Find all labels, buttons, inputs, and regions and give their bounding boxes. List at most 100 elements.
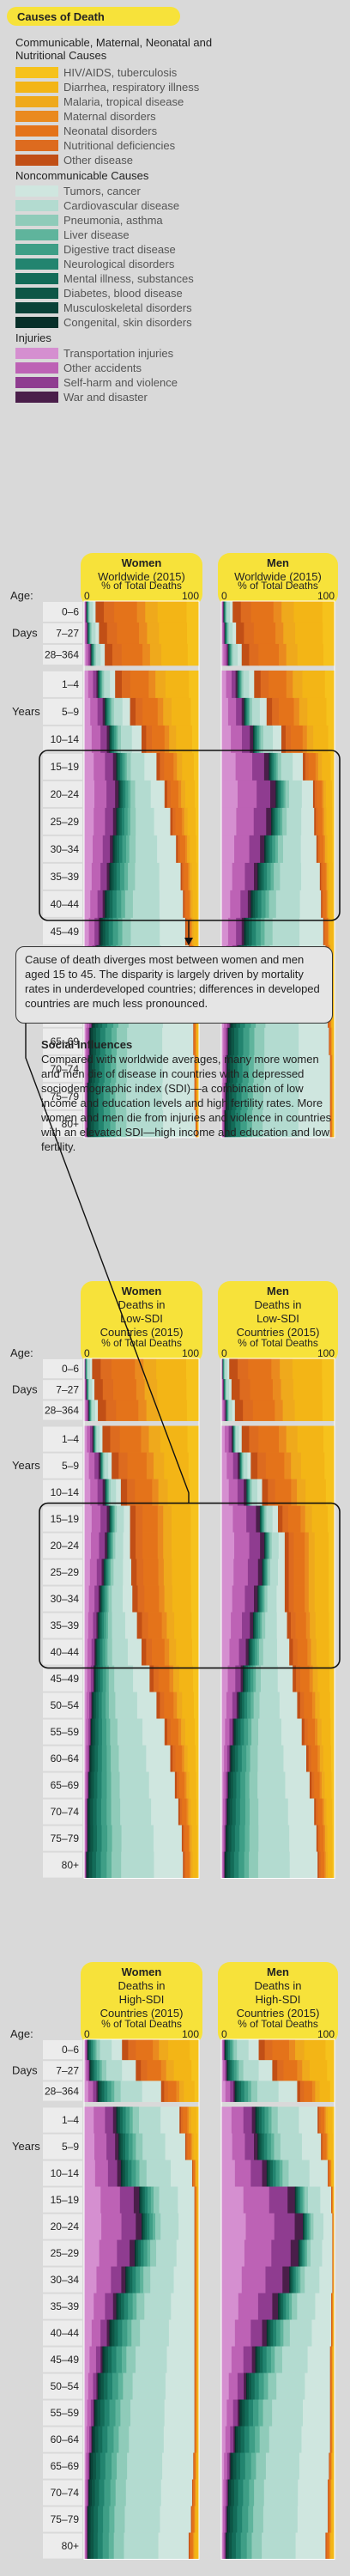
bar-segment-communicable <box>325 2106 329 2134</box>
bar-segment-communicable <box>284 1452 292 1479</box>
bar-segment-noncommunicable <box>89 1745 92 1772</box>
bar-segment-noncommunicable <box>157 835 177 864</box>
legend-label: Transportation injuries <box>63 347 174 361</box>
bar-segment-injury <box>254 862 258 891</box>
bar-segment-injury <box>227 697 237 726</box>
bar-segment-communicable <box>249 1425 259 1453</box>
bar-segment-noncommunicable <box>114 2081 122 2102</box>
bar-segment-injury <box>238 1638 246 1666</box>
age-tick-label: 80+ <box>62 2540 79 2552</box>
bar-segment-communicable <box>176 2081 180 2102</box>
bar-segment-noncommunicable <box>248 2039 259 2061</box>
bar-segment-injury <box>243 2186 270 2214</box>
bar-segment-communicable <box>190 697 200 726</box>
bar-segment-communicable <box>323 835 326 864</box>
bar-segment-communicable <box>331 1027 332 1056</box>
bar-segment-injury <box>221 2060 224 2081</box>
bar-segment-noncommunicable <box>131 725 142 754</box>
bar-segment-communicable <box>330 2399 333 2427</box>
bar-segment-communicable <box>281 1379 294 1400</box>
bar-segment-noncommunicable <box>248 1718 252 1746</box>
bar-segment-communicable <box>272 1379 281 1400</box>
bar-segment-communicable <box>179 2106 182 2134</box>
bar-segment-communicable <box>196 1054 197 1084</box>
bar-segment-communicable <box>317 2106 320 2134</box>
bar-segment-communicable <box>196 2426 197 2453</box>
bar-segment-noncommunicable <box>275 2346 283 2373</box>
legend-swatch <box>15 125 58 137</box>
bar-segment-injury <box>247 1558 259 1586</box>
bar-segment-communicable <box>186 1798 189 1826</box>
bar-segment-noncommunicable <box>260 1612 262 1639</box>
bar-segment-injury <box>260 1532 265 1559</box>
bar-segment-noncommunicable <box>241 1745 247 1772</box>
bar-segment-communicable <box>163 1532 172 1559</box>
bar-segment-noncommunicable <box>233 2479 238 2506</box>
bar-segment-communicable <box>332 2346 334 2373</box>
bar-segment-injury <box>223 1109 225 1139</box>
legend-swatch <box>15 244 58 256</box>
bar-segment-communicable <box>331 999 335 1029</box>
age-tick-label: 65–69 <box>51 2460 80 2472</box>
bar-segment-noncommunicable <box>249 1027 255 1056</box>
bar-segment-injury <box>245 1638 250 1666</box>
bar-segment-communicable <box>182 1692 195 1719</box>
bar-segment-injury <box>84 1452 90 1479</box>
bar-segment-injury <box>221 2106 232 2134</box>
bar-segment-communicable <box>196 1054 199 1084</box>
bar-segment-communicable <box>182 752 195 781</box>
bar-segment-noncommunicable <box>109 725 112 754</box>
age-tick-label: 10–14 <box>51 1486 80 1498</box>
bar-segment-communicable <box>195 2426 196 2453</box>
bar-segment-noncommunicable <box>256 2081 280 2102</box>
bar-segment-injury <box>221 1400 223 1421</box>
bar-segment-noncommunicable <box>114 725 117 754</box>
bar-segment-noncommunicable <box>227 2506 231 2533</box>
bar-segment-noncommunicable <box>303 2399 331 2427</box>
legend-label: Musculoskeletal disorders <box>63 301 192 315</box>
bar-segment-noncommunicable <box>104 2399 110 2427</box>
bar-segment-communicable <box>323 1825 326 1852</box>
bar-segment-communicable <box>331 2479 335 2506</box>
bar-segment-noncommunicable <box>124 2506 160 2533</box>
bar-segment-noncommunicable <box>249 1851 259 1879</box>
bar-segment-communicable <box>152 725 166 754</box>
bar-segment-noncommunicable <box>299 1082 331 1111</box>
bar-segment-injury <box>84 1400 87 1421</box>
bar-segment-communicable <box>308 752 317 781</box>
bar-segment-noncommunicable <box>266 2346 272 2373</box>
age-tab <box>43 1746 82 1771</box>
legend-swatch <box>15 258 58 270</box>
bar-segment-communicable <box>301 1718 305 1746</box>
bar-segment-communicable <box>229 1358 238 1380</box>
annotation-text: Cause of death diverges most between wom… <box>25 953 320 1010</box>
bar-segment-communicable <box>196 1082 198 1111</box>
bar-segment-injury <box>84 2266 97 2293</box>
bar-segment-injury <box>235 752 253 781</box>
bar-segment-injury <box>221 2160 236 2187</box>
bar-segment-communicable <box>196 2346 197 2373</box>
bar-segment-noncommunicable <box>118 2293 122 2320</box>
bar-segment-noncommunicable <box>255 1612 257 1639</box>
bar-segment-noncommunicable <box>94 2426 99 2453</box>
bar-segment-communicable <box>297 1692 301 1719</box>
bar-segment-noncommunicable <box>228 1400 230 1421</box>
bar-segment-noncommunicable <box>143 2266 151 2293</box>
bar-segment-noncommunicable <box>110 670 116 699</box>
bar-segment-communicable <box>196 2346 199 2373</box>
bar-segment-noncommunicable <box>113 835 116 864</box>
bar-segment-injury <box>227 1665 236 1692</box>
bar-segment-communicable <box>315 752 319 781</box>
bar-segment-communicable <box>192 2479 194 2506</box>
bar-segment-noncommunicable <box>118 2133 121 2160</box>
bar-segment-injury <box>89 1692 92 1719</box>
bar-segment-noncommunicable <box>226 622 228 645</box>
bar-segment-noncommunicable <box>228 1825 232 1852</box>
bar-segment-noncommunicable <box>247 1479 249 1506</box>
bar-segment-injury <box>93 2372 97 2400</box>
bar-segment-noncommunicable <box>270 2346 275 2373</box>
bar-segment-communicable <box>331 2346 333 2373</box>
bar-segment-noncommunicable <box>90 2532 94 2560</box>
bar-segment-communicable <box>193 2133 198 2160</box>
bar-segment-injury <box>84 1585 90 1613</box>
